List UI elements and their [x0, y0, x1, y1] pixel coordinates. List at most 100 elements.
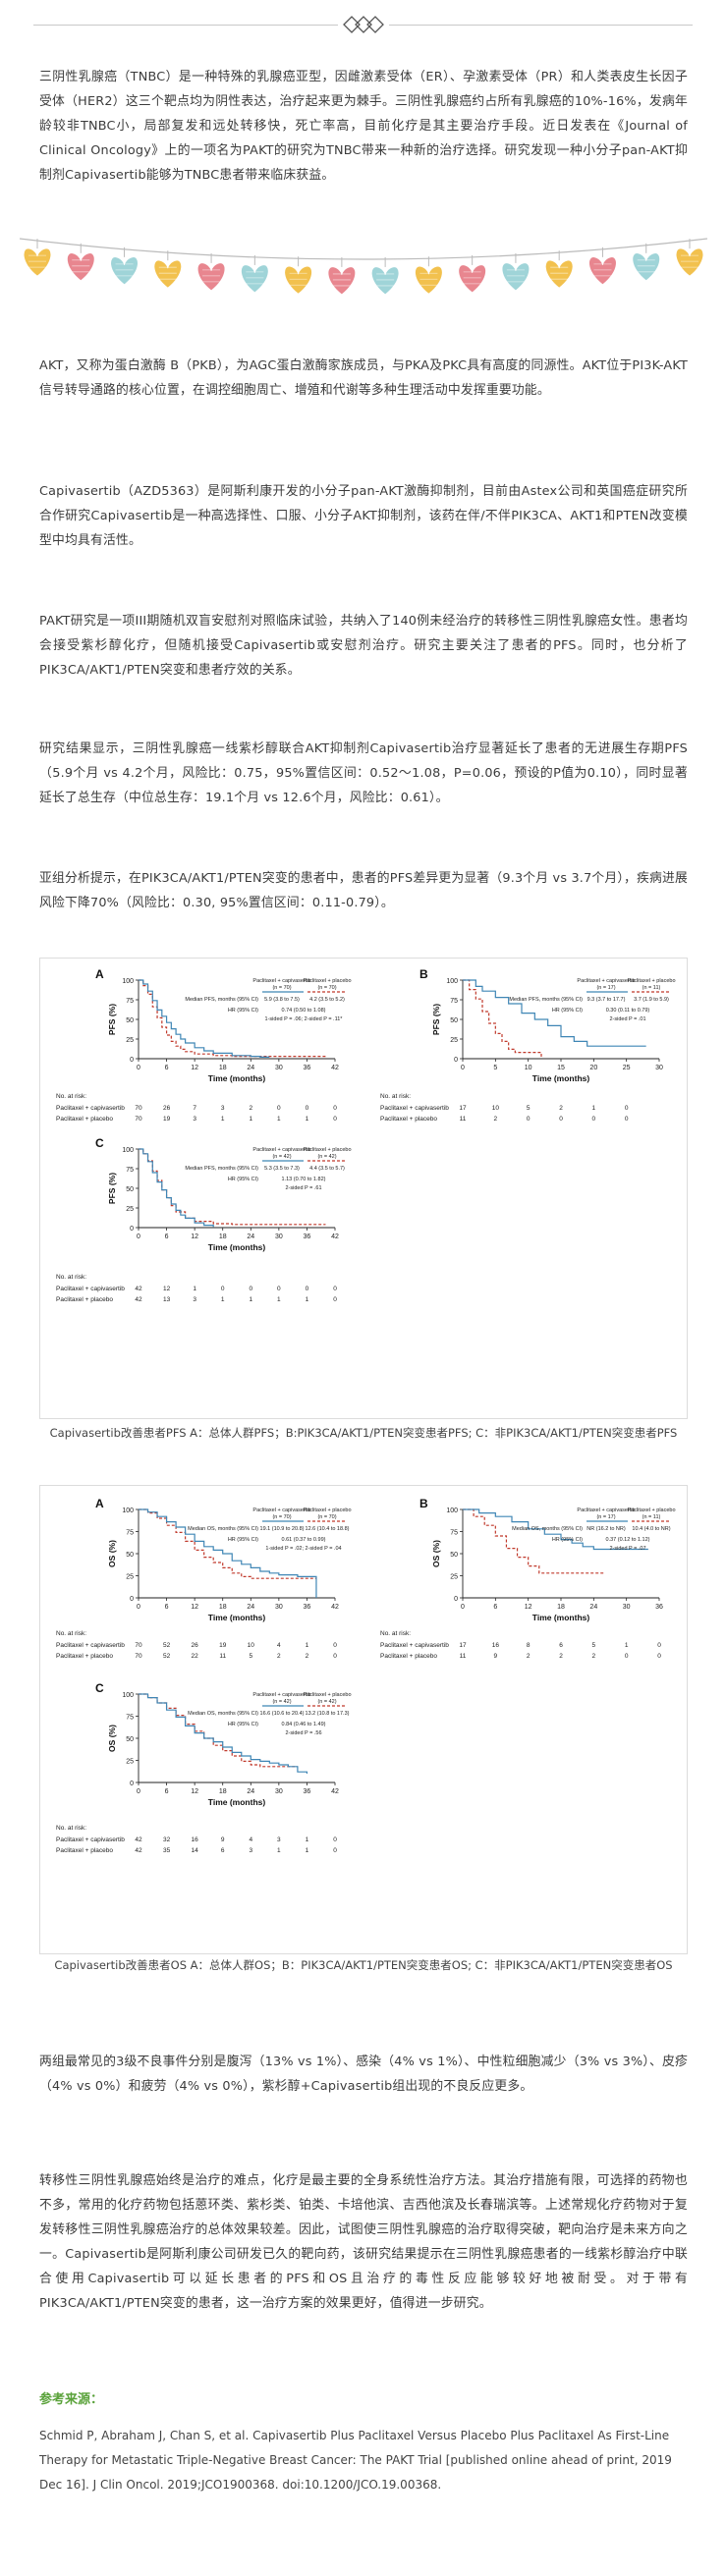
legend-hr-value: 0.74 (0.50 to 1.08) [282, 1008, 326, 1014]
at-risk-count-placebo: 42 [135, 1847, 142, 1854]
at-risk-count-placebo: 2 [277, 1653, 281, 1660]
at-risk-count-capivasertib: 3 [221, 1105, 225, 1112]
at-risk-count-placebo: 0 [333, 1653, 337, 1660]
heart-icon [675, 247, 704, 277]
at-risk-count-placebo: 19 [163, 1116, 171, 1123]
y-tick-label: 25 [450, 1574, 458, 1581]
legend-arm-capivasertib: Paclitaxel + capivasertib [252, 1692, 310, 1698]
at-risk-count-capivasertib: 4 [249, 1836, 252, 1843]
legend-median-capivasertib: NR (16.2 to NR) [586, 1526, 626, 1532]
legend-n-capivasertib: (n = 42) [272, 1154, 291, 1160]
x-tick-label: 0 [137, 1065, 140, 1071]
at-risk-count-capivasertib: 32 [163, 1836, 171, 1843]
subgroup-paragraph: 亚组分析提示，在PIK3CA/AKT1/PTEN突变的患者中，患者的PFS差异更… [39, 871, 688, 910]
capivasertib-curve [139, 1693, 308, 1774]
x-tick-label: 6 [165, 1065, 169, 1071]
y-tick-label: 100 [122, 978, 134, 985]
at-risk-count-capivasertib: 0 [249, 1286, 252, 1292]
at-risk-count-capivasertib: 0 [333, 1286, 337, 1292]
at-risk-count-placebo: 6 [221, 1847, 225, 1854]
legend-hr-label: HR (95% CI) [228, 1722, 258, 1727]
y-tick-label: 50 [126, 1552, 134, 1559]
at-risk-count-placebo: 70 [135, 1116, 142, 1123]
legend-median-capivasertib: 19.1 (10.9 to 20.8) [260, 1526, 305, 1532]
at-risk-count-capivasertib: 0 [277, 1286, 281, 1292]
at-risk-arm-capivasertib: Paclitaxel + capivasertib [56, 1286, 125, 1292]
y-axis-label: PFS (%) [107, 1173, 117, 1204]
x-tick-label: 12 [191, 1065, 198, 1071]
x-tick-label: 24 [247, 1788, 254, 1795]
legend-p-value: 2-sided P = .07 [609, 1546, 645, 1552]
legend-n-placebo: (n = 11) [642, 1514, 661, 1520]
capivasertib-curve [139, 979, 270, 1058]
legend-hr-value: 0.37 (0.12 to 1.12) [606, 1537, 650, 1543]
at-risk-count-capivasertib: 1 [193, 1286, 196, 1292]
legend-hr-label: HR (95% CI) [552, 1537, 583, 1543]
x-tick-label: 36 [304, 1233, 311, 1240]
x-axis-label: Time (months) [532, 1613, 590, 1622]
os-figure: A 0 25 50 75 100 0 6 12 18 24 30 36 42 OS (%) Time (mon… [39, 1485, 688, 1954]
legend-arm-placebo: Paclitaxel + placebo [627, 1507, 675, 1513]
at-risk-count-placebo: 2 [494, 1116, 498, 1123]
at-risk-arm-placebo: Paclitaxel + placebo [56, 1116, 113, 1123]
legend-n-capivasertib: (n = 42) [272, 1699, 291, 1705]
heart-icon [415, 265, 443, 295]
y-tick-label: 100 [446, 978, 458, 985]
akt-paragraph: AKT，又称为蛋白激酶 B（PKB），为AGC蛋白激酶家族成员，与PKA及PKC… [39, 358, 688, 398]
at-risk-count-capivasertib: 19 [219, 1642, 227, 1649]
pfs-risk-table-c: No. at risk: Paclitaxel + capivasertib Pac… [56, 1274, 337, 1303]
y-tick-label: 100 [446, 1507, 458, 1514]
x-tick-label: 0 [461, 1065, 465, 1071]
legend-median-placebo: 4.4 (3.5 to 5.7) [309, 1166, 345, 1172]
at-risk-count-capivasertib: 0 [333, 1836, 337, 1843]
legend-p-value: 1-sided P = .06; 2-sided P = .11* [265, 1016, 344, 1022]
at-risk-count-capivasertib: 5 [592, 1642, 596, 1649]
x-tick-label: 15 [557, 1065, 565, 1071]
results-paragraph: 研究结果显示，三阴性乳腺癌一线紫杉醇联合AKT抑制剂Capivasertib治疗… [39, 741, 688, 805]
at-risk-count-placebo: 11 [460, 1116, 467, 1123]
y-tick-label: 75 [126, 1715, 134, 1722]
x-tick-label: 0 [461, 1604, 465, 1611]
os-panel-b: B 0 25 50 75 100 0 6 12 18 24 30 36 OS (%) Time (month… [419, 1497, 676, 1622]
y-tick-label: 50 [450, 1552, 458, 1559]
at-risk-count-capivasertib: 70 [135, 1105, 142, 1112]
panel-letter: C [95, 1681, 104, 1695]
placebo-curve [139, 1508, 316, 1579]
x-tick-label: 5 [493, 1065, 497, 1071]
capivasertib-curve [463, 979, 646, 1047]
x-tick-label: 18 [219, 1604, 227, 1611]
legend-median-placebo: 13.2 (10.8 to 17.3) [306, 1711, 350, 1717]
at-risk-arm-placebo: Paclitaxel + placebo [56, 1653, 113, 1660]
pakt-design-paragraph: PAKT研究是一项III期随机双盲安慰剂对照临床试验，共纳入了140例未经治疗的… [39, 614, 688, 678]
at-risk-count-placebo: 0 [592, 1116, 596, 1123]
legend-median-capivasertib: 16.6 (10.6 to 20.4) [260, 1711, 305, 1717]
x-tick-label: 42 [331, 1604, 339, 1611]
x-tick-label: 18 [219, 1788, 227, 1795]
x-tick-label: 24 [247, 1604, 254, 1611]
x-tick-label: 12 [191, 1604, 198, 1611]
legend-arm-capivasertib: Paclitaxel + capivasertib [252, 1147, 310, 1153]
at-risk-count-capivasertib: 0 [306, 1105, 309, 1112]
at-risk-count-capivasertib: 1 [625, 1642, 629, 1649]
at-risk-count-placebo: 1 [221, 1296, 225, 1303]
at-risk-count-capivasertib: 16 [492, 1642, 500, 1649]
legend-median-placebo: 4.2 (3.5 to 5.2) [309, 997, 345, 1003]
x-tick-label: 18 [557, 1604, 565, 1611]
at-risk-count-capivasertib: 17 [459, 1105, 467, 1112]
at-risk-count-capivasertib: 10 [248, 1642, 255, 1649]
at-risk-count-placebo: 1 [306, 1296, 309, 1303]
legend-n-capivasertib: (n = 70) [272, 985, 291, 991]
heart-icon [67, 252, 95, 282]
os-panel-a: A 0 25 50 75 100 0 6 12 18 24 30 36 42 OS (%) Time (mon… [95, 1497, 352, 1622]
at-risk-count-placebo: 2 [306, 1653, 309, 1660]
heart-icon [501, 262, 531, 292]
at-risk-arm-capivasertib: Paclitaxel + capivasertib [380, 1105, 449, 1112]
panel-letter: A [95, 967, 104, 981]
pfs-risk-table-a: No. at risk: Paclitaxel + capivasertib Pac… [56, 1093, 337, 1123]
at-risk-count-capivasertib: 9 [221, 1836, 225, 1843]
y-tick-label: 0 [130, 1781, 134, 1787]
x-tick-label: 12 [191, 1788, 198, 1795]
top-ornament [338, 10, 389, 39]
placebo-curve [139, 1693, 298, 1768]
capivasertib-curve [139, 1508, 317, 1598]
